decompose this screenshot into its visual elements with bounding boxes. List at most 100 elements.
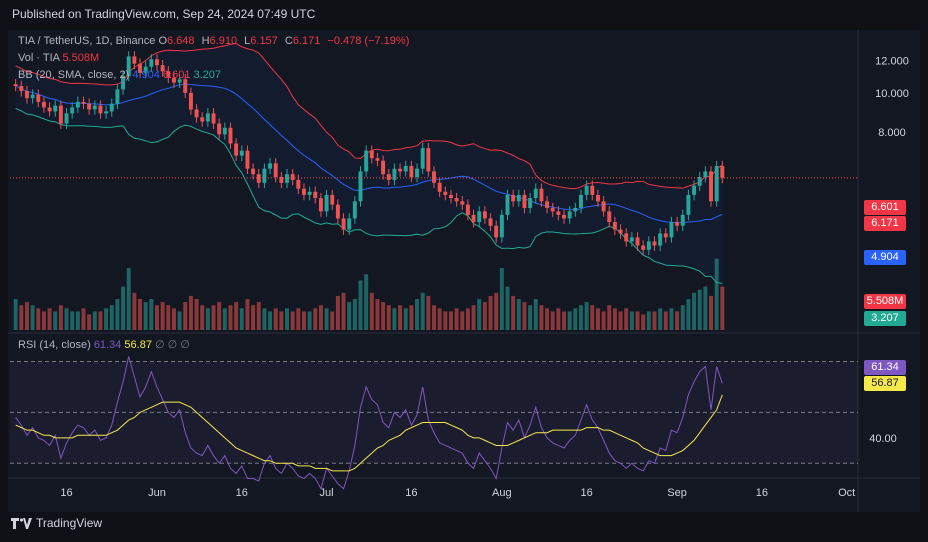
volume-bar [669,308,674,330]
time-tick-label: 16 [581,487,593,499]
candle-body [590,185,595,195]
time-tick-label: Sep [667,487,687,499]
open-label: O [158,35,167,47]
volume-bar [426,295,431,330]
candle-body [245,150,250,169]
volume-bar [358,280,363,330]
volume-bar [104,308,109,330]
rsi-ma-value: 56.87 [124,339,152,351]
volume-bar [155,305,159,330]
volume-bar [98,311,103,330]
volume-bar [166,305,171,330]
candle-body [663,233,668,238]
volume-bar [70,311,75,330]
volume-bar [460,311,465,330]
volume-bar [200,305,205,330]
rsi-line [15,356,723,491]
candle-body [239,150,244,156]
candle-body [562,214,567,219]
volume-bar [528,305,533,330]
volume-bar [234,302,239,330]
published-note: Published on TradingView.com, Sep 24, 20… [12,7,316,21]
volume-bar [432,305,436,330]
time-tick-label: Oct [838,487,855,499]
volume-bar [126,268,131,330]
rsi-label[interactable]: RSI (14, close) [18,339,91,351]
low-value: 6.157 [250,35,278,47]
candle-body [403,165,408,172]
volume-bar [533,299,538,330]
candle-body [652,241,657,246]
volume-bar [245,299,250,330]
candle-body [437,182,442,192]
volume-bar [714,258,719,330]
candle-body [460,201,465,205]
candle-body [720,165,725,178]
volume-bar [692,292,697,330]
candle-body [494,225,499,238]
volume-bar [675,311,680,330]
volume-bar [143,302,148,330]
candle-body [516,194,521,202]
candle-body [171,77,176,83]
candle-body [697,176,702,186]
candle-body [488,218,493,226]
candle-body [290,174,295,180]
candle-body [121,76,126,90]
volume-legend: Vol · TIA 5.508M [18,52,99,64]
candle-body [415,168,420,177]
volume-bar [562,311,567,330]
bb-upper-price-label: 6.601 [864,200,906,215]
price-tick-label: 12.000 [875,56,909,68]
candle-body [126,56,131,77]
bb-lower-value: 3.207 [193,69,222,81]
volume-bar [13,299,18,330]
volume-bar [618,311,623,330]
rsi-legend: RSI (14, close) 61.34 56.87 ∅ ∅ ∅ [18,338,190,351]
volume-bar [505,286,510,330]
candle-body [714,165,719,202]
volume-label[interactable]: Vol · TIA [18,52,60,64]
candle-body [70,107,75,114]
bb-label[interactable]: BB (20, SMA, close, 2) [18,69,130,81]
volume-bar [680,305,685,330]
close-value: 6.171 [292,35,321,47]
volume-bar [301,311,306,330]
symbol-name[interactable]: TIA / TetherUS, 1D, Binance [18,35,156,47]
volume-bar [607,305,612,330]
volume-bar [511,295,516,330]
volume-bar [364,274,369,330]
candle-body [41,101,46,108]
time-tick-label: Aug [492,487,512,499]
volume-bar [612,308,617,330]
volume-bar [494,292,499,330]
footer: TradingView [10,516,102,530]
volume-bar [324,308,329,330]
candle-body [256,174,261,183]
candle-body [234,143,239,156]
change-value: −0.478 (−7.19%) [327,35,410,47]
candle-body [285,174,289,183]
candle-body [358,171,363,202]
volume-bar [256,302,261,330]
candle-body [92,105,97,110]
candle-body [36,94,41,102]
candle-body [115,89,120,104]
candle-body [675,222,680,226]
volume-bar [36,308,41,330]
brand-name[interactable]: TradingView [36,516,103,530]
volume-bar [115,299,120,330]
volume-bar [318,305,323,330]
volume-bar [217,302,222,330]
candle-body [273,163,278,177]
candle-body [75,101,80,108]
volume-bar [556,308,561,330]
volume-bar [482,302,487,330]
volume-bar [601,311,606,330]
candle-body [686,194,691,215]
candle-body [24,91,29,99]
candle-body [217,123,222,135]
candle-body [471,214,476,223]
volume-bar [262,308,267,330]
